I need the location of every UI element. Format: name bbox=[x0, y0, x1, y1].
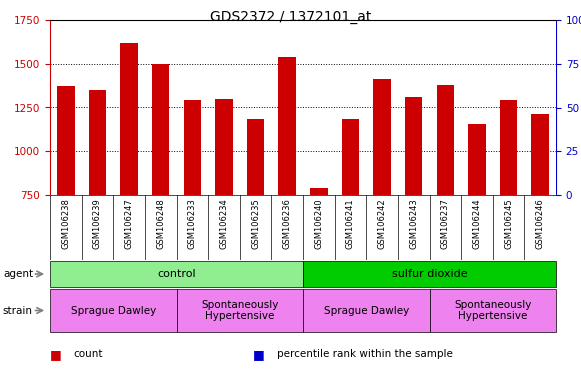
Text: GSM106242: GSM106242 bbox=[378, 198, 386, 249]
Point bbox=[378, 26, 387, 32]
Bar bbox=[120, 43, 138, 326]
Text: sulfur dioxide: sulfur dioxide bbox=[392, 269, 467, 279]
Text: GSM106241: GSM106241 bbox=[346, 198, 355, 249]
Bar bbox=[89, 90, 106, 326]
FancyBboxPatch shape bbox=[177, 289, 303, 332]
Bar bbox=[152, 64, 170, 326]
Bar bbox=[532, 114, 549, 326]
Text: ■: ■ bbox=[253, 348, 265, 361]
Text: GSM106235: GSM106235 bbox=[251, 198, 260, 249]
Point bbox=[124, 24, 134, 30]
FancyBboxPatch shape bbox=[50, 261, 303, 288]
Text: GSM106233: GSM106233 bbox=[188, 198, 197, 249]
Point bbox=[93, 26, 102, 32]
Text: GSM106244: GSM106244 bbox=[472, 198, 482, 249]
Text: GSM106247: GSM106247 bbox=[124, 198, 134, 249]
Point bbox=[346, 26, 355, 32]
Bar bbox=[278, 57, 296, 326]
Bar bbox=[57, 86, 74, 326]
Bar bbox=[215, 99, 232, 326]
Point bbox=[409, 26, 418, 32]
FancyBboxPatch shape bbox=[429, 289, 556, 332]
Text: GSM106243: GSM106243 bbox=[409, 198, 418, 249]
Text: GSM106248: GSM106248 bbox=[156, 198, 165, 249]
Text: GSM106239: GSM106239 bbox=[93, 198, 102, 249]
Text: GSM106240: GSM106240 bbox=[314, 198, 323, 249]
Text: Sprague Dawley: Sprague Dawley bbox=[324, 306, 409, 316]
Point bbox=[282, 29, 292, 35]
Point bbox=[440, 27, 450, 33]
Point bbox=[504, 27, 513, 33]
Bar bbox=[374, 79, 391, 326]
Text: GSM106245: GSM106245 bbox=[504, 198, 513, 249]
FancyBboxPatch shape bbox=[303, 289, 429, 332]
Bar bbox=[436, 85, 454, 326]
Text: GDS2372 / 1372101_at: GDS2372 / 1372101_at bbox=[210, 10, 371, 23]
Text: count: count bbox=[73, 349, 103, 359]
Text: strain: strain bbox=[3, 306, 33, 316]
Text: GSM106234: GSM106234 bbox=[220, 198, 228, 249]
Text: Spontaneously
Hypertensive: Spontaneously Hypertensive bbox=[454, 300, 532, 321]
Text: Spontaneously
Hypertensive: Spontaneously Hypertensive bbox=[201, 300, 278, 321]
FancyBboxPatch shape bbox=[303, 261, 556, 288]
Text: ■: ■ bbox=[50, 348, 62, 361]
Bar bbox=[500, 99, 517, 326]
Text: GSM106237: GSM106237 bbox=[441, 198, 450, 249]
Point bbox=[536, 27, 545, 33]
Text: GSM106238: GSM106238 bbox=[62, 198, 70, 249]
Text: control: control bbox=[157, 269, 196, 279]
Bar bbox=[247, 119, 264, 326]
Bar bbox=[184, 101, 201, 326]
Bar bbox=[342, 119, 359, 326]
Point bbox=[314, 52, 324, 58]
FancyBboxPatch shape bbox=[50, 289, 177, 332]
Text: percentile rank within the sample: percentile rank within the sample bbox=[277, 349, 453, 359]
Point bbox=[61, 26, 70, 32]
Bar bbox=[405, 97, 422, 326]
Bar bbox=[310, 188, 328, 326]
Text: agent: agent bbox=[3, 269, 33, 279]
Point bbox=[251, 29, 260, 35]
Point bbox=[219, 26, 228, 32]
Point bbox=[156, 26, 166, 32]
Text: GSM106246: GSM106246 bbox=[536, 198, 545, 249]
Point bbox=[188, 26, 197, 32]
Text: Sprague Dawley: Sprague Dawley bbox=[71, 306, 156, 316]
Bar bbox=[468, 124, 486, 326]
Point bbox=[472, 27, 482, 33]
Text: GSM106236: GSM106236 bbox=[283, 198, 292, 249]
